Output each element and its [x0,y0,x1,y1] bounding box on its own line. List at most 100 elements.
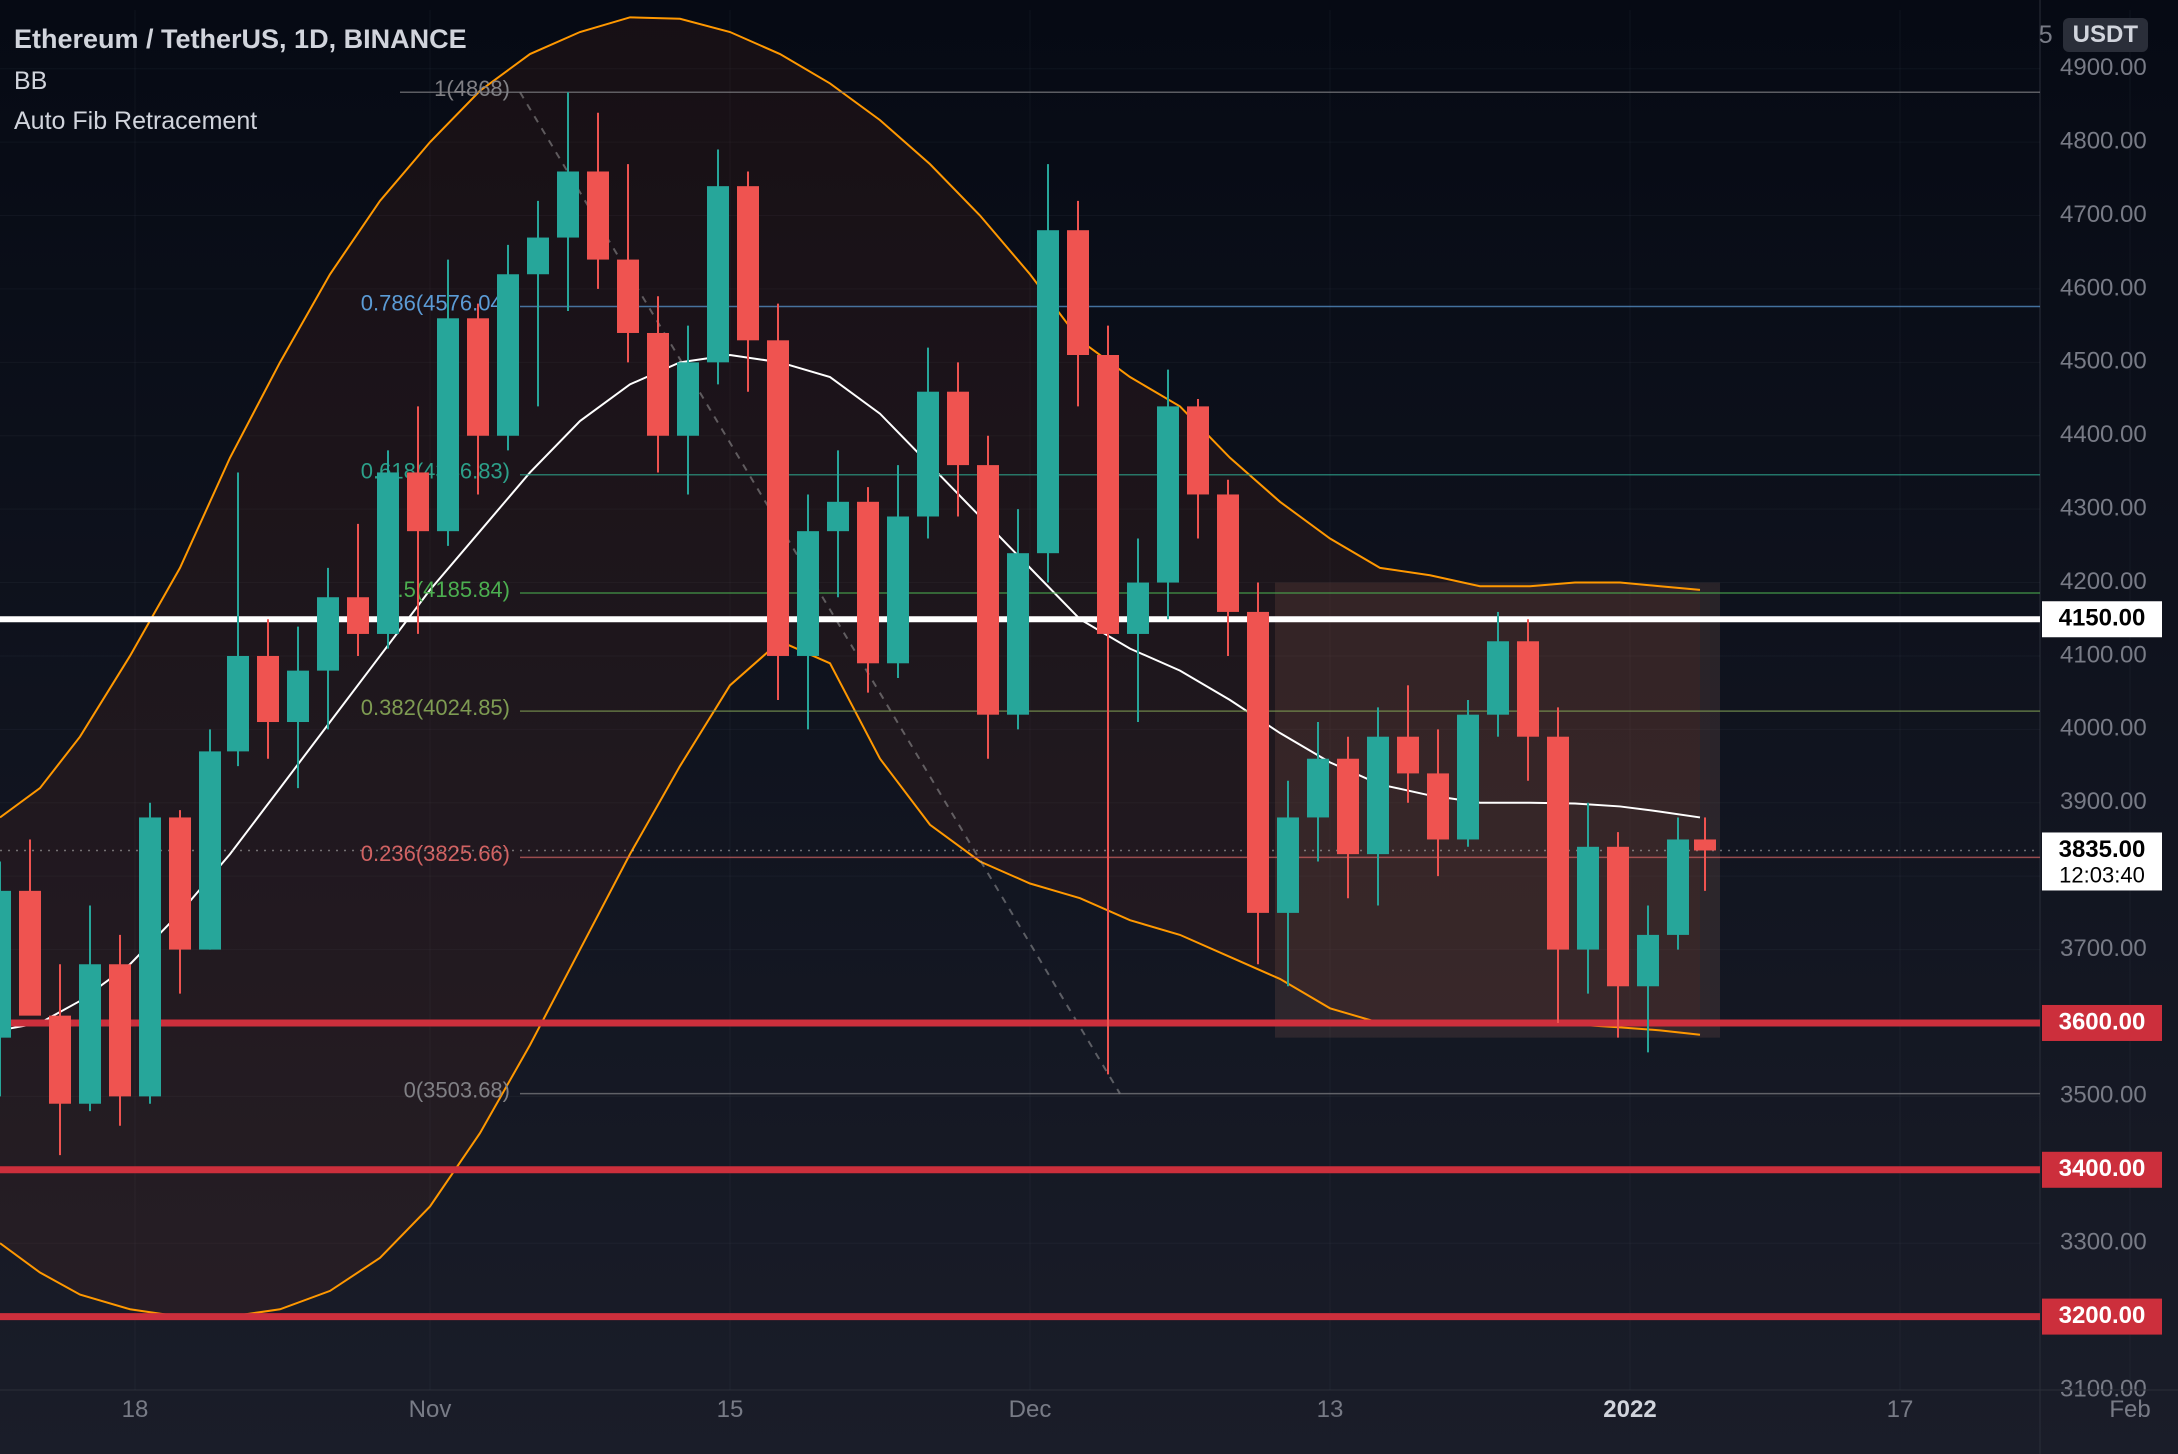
candle-body[interactable] [437,318,459,531]
candle-body[interactable] [1517,641,1539,736]
chart-header: Ethereum / TetherUS, 1D, BINANCE BB Auto… [14,18,467,141]
x-tick-label: Nov [409,1396,452,1423]
y-tick-label: 4900.00 [2060,54,2147,81]
fib-level-label: 0(3503.68) [404,1077,510,1102]
candle-body[interactable] [557,171,579,237]
candle-body[interactable] [1037,230,1059,553]
x-tick-label: 17 [1887,1396,1914,1423]
candle-body[interactable] [1217,494,1239,611]
indicator-bb[interactable]: BB [14,61,467,101]
candle-body[interactable] [109,964,131,1096]
candle-body[interactable] [1607,847,1629,986]
y-tick-label: 3900.00 [2060,788,2147,815]
x-tick-label: 15 [717,1396,744,1423]
candle-body[interactable] [407,472,429,531]
fib-level-label: 0.382(4024.85) [361,695,510,720]
candle-body[interactable] [1187,406,1209,494]
x-tick-label: Feb [2109,1396,2150,1423]
candle-body[interactable] [1307,759,1329,818]
candle-body[interactable] [1277,817,1299,912]
candle-body[interactable] [677,362,699,435]
candle-body[interactable] [1637,935,1659,986]
current-price-tag: 3835.0012:03:40 [2042,832,2162,890]
candle-body[interactable] [1487,641,1509,714]
candle-body[interactable] [257,656,279,722]
candle-body[interactable] [1127,583,1149,634]
layout-number: 5 [2039,21,2053,50]
candle-body[interactable] [827,502,849,531]
candle-body[interactable] [707,186,729,362]
y-tick-label: 4500.00 [2060,348,2147,375]
svg-text:12:03:40: 12:03:40 [2059,862,2145,887]
fib-level-label: 0.5(4185.84) [385,577,510,602]
candle-body[interactable] [0,891,11,1038]
candle-body[interactable] [647,333,669,436]
candle-body[interactable] [1547,737,1569,950]
candle-body[interactable] [617,260,639,333]
y-tick-label: 3500.00 [2060,1082,2147,1109]
price-tag: 3600.00 [2042,1005,2162,1041]
candle-body[interactable] [1007,553,1029,714]
candle-body[interactable] [317,597,339,670]
candle-body[interactable] [139,817,161,1096]
candle-body[interactable] [797,531,819,656]
y-tick-label: 4000.00 [2060,715,2147,742]
candle-body[interactable] [1247,612,1269,913]
chart-svg[interactable]: 4900.004800.004700.004600.004500.004400.… [0,0,2178,1454]
x-tick-label: 2022 [1603,1396,1656,1423]
svg-text:4150.00: 4150.00 [2059,605,2146,632]
candle-body[interactable] [1097,355,1119,634]
candle-body[interactable] [19,891,41,1016]
svg-text:3835.00: 3835.00 [2059,836,2146,863]
candle-body[interactable] [1694,839,1716,850]
candle-body[interactable] [1397,737,1419,774]
candle-body[interactable] [377,472,399,633]
y-tick-label: 3700.00 [2060,935,2147,962]
candle-body[interactable] [1367,737,1389,854]
top-right: 5 USDT [2039,18,2148,52]
candle-body[interactable] [169,817,191,949]
x-tick-label: 13 [1317,1396,1344,1423]
fib-level-label: 0.236(3825.66) [361,841,510,866]
candle-body[interactable] [977,465,999,715]
candle-body[interactable] [737,186,759,340]
candle-body[interactable] [1427,773,1449,839]
y-tick-label: 4300.00 [2060,494,2147,521]
chart-title[interactable]: Ethereum / TetherUS, 1D, BINANCE [14,18,467,61]
y-tick-label: 4600.00 [2060,274,2147,301]
candle-body[interactable] [79,964,101,1103]
candle-body[interactable] [917,392,939,517]
candle-body[interactable] [1067,230,1089,355]
candle-body[interactable] [49,1016,71,1104]
x-tick-label: Dec [1009,1396,1052,1423]
price-tag: 3400.00 [2042,1152,2162,1188]
y-tick-label: 4700.00 [2060,201,2147,228]
candle-body[interactable] [1667,839,1689,934]
currency-badge[interactable]: USDT [2063,18,2148,52]
candle-body[interactable] [887,516,909,663]
candle-body[interactable] [227,656,249,751]
candle-body[interactable] [287,671,309,722]
indicator-autofib[interactable]: Auto Fib Retracement [14,101,467,141]
candle-body[interactable] [527,238,549,275]
candle-body[interactable] [857,502,879,663]
candle-body[interactable] [347,597,369,634]
candle-body[interactable] [1457,715,1479,840]
y-tick-label: 3300.00 [2060,1229,2147,1256]
svg-text:3400.00: 3400.00 [2059,1155,2146,1182]
candle-body[interactable] [1577,847,1599,950]
y-tick-label: 4200.00 [2060,568,2147,595]
candle-body[interactable] [1337,759,1359,854]
candle-body[interactable] [497,274,519,435]
candle-body[interactable] [467,318,489,435]
candle-body[interactable] [199,751,221,949]
candle-body[interactable] [767,340,789,656]
bb-fill [0,17,1700,1316]
svg-text:3200.00: 3200.00 [2059,1302,2146,1329]
y-tick-label: 4400.00 [2060,421,2147,448]
candle-body[interactable] [1157,406,1179,582]
svg-text:3600.00: 3600.00 [2059,1008,2146,1035]
candle-body[interactable] [947,392,969,465]
candle-body[interactable] [587,171,609,259]
price-tag: 3200.00 [2042,1299,2162,1335]
